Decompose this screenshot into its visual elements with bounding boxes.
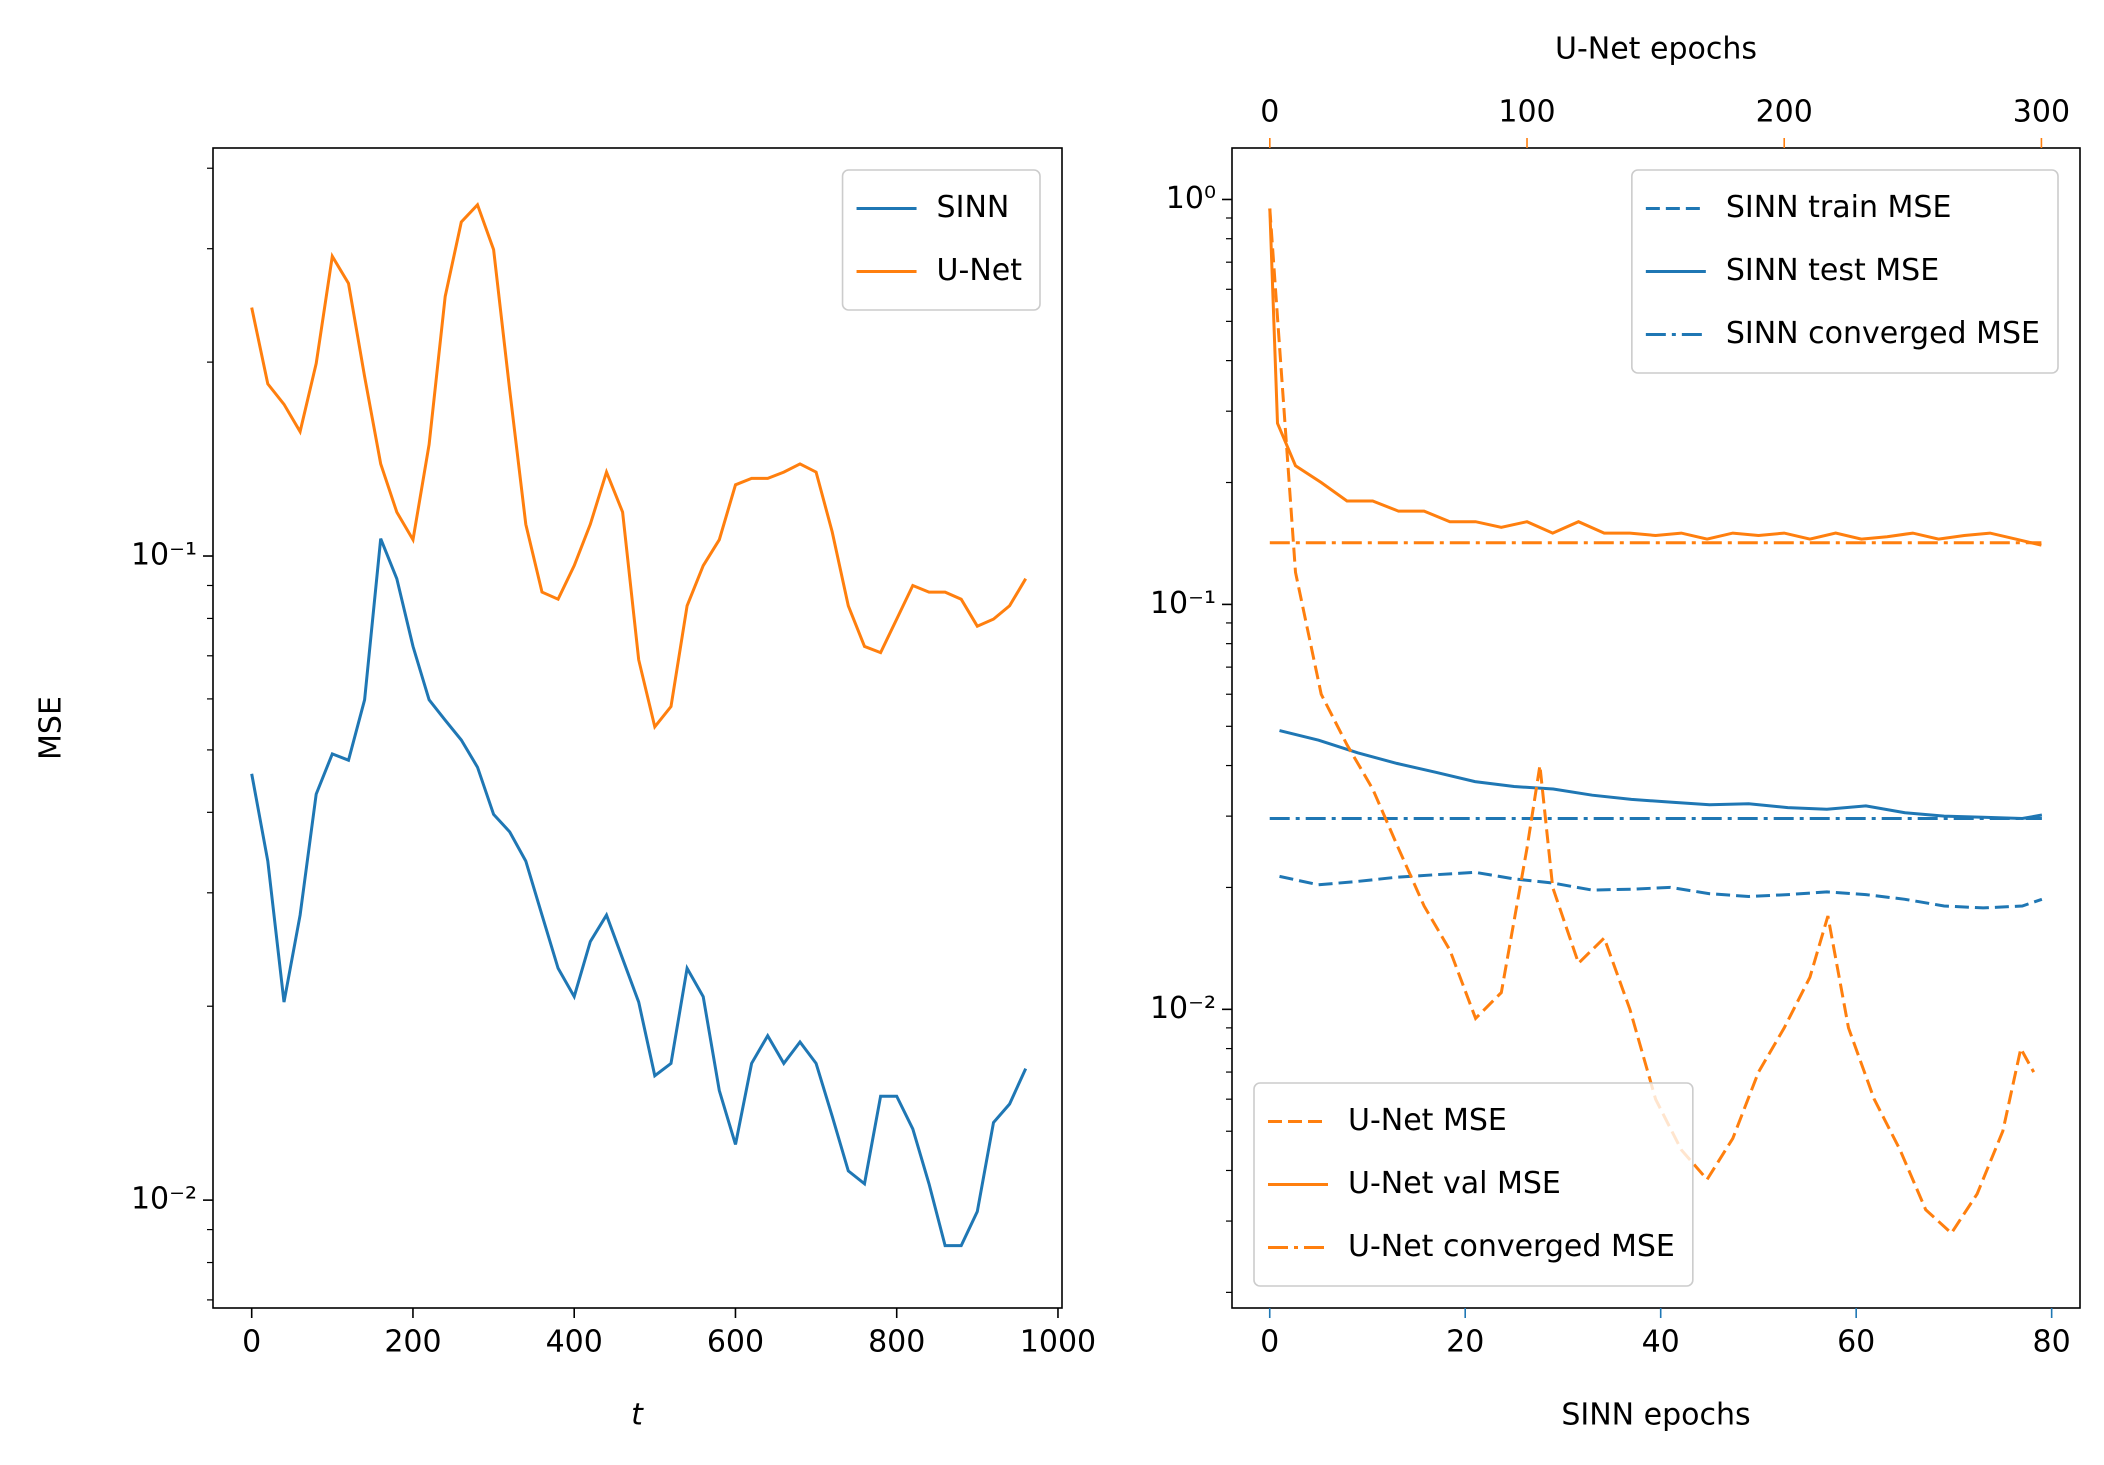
legend-label: SINN train MSE	[1726, 190, 1952, 225]
x-tick-label: 1000	[1020, 1325, 1096, 1360]
top-x-tick-label: 200	[1756, 95, 1813, 130]
legend-label: U-Net	[937, 253, 1023, 288]
series-line	[250, 201, 1027, 731]
x-tick-label: 60	[1837, 1325, 1875, 1360]
x-tick-label: 0	[242, 1325, 261, 1360]
series-line	[1268, 208, 2042, 547]
y-axis-label: MSE	[34, 696, 69, 760]
legend-box	[1631, 169, 2059, 374]
x-tick-label: 0	[1260, 1325, 1279, 1360]
x-axis-label: t	[631, 1398, 644, 1433]
x-tick-label: 400	[546, 1325, 603, 1360]
legend-label: U-Net converged MSE	[1348, 1229, 1675, 1264]
series-line	[1279, 729, 2043, 821]
legend-label: U-Net MSE	[1348, 1103, 1507, 1138]
y-tick-label: 10⁻²	[1150, 991, 1216, 1026]
legend-label: SINN converged MSE	[1726, 316, 2040, 351]
legend-box	[1253, 1082, 1694, 1287]
series-line	[1279, 870, 2043, 910]
legend-label: SINN test MSE	[1726, 253, 1939, 288]
top-x-axis-label: U-Net epochs	[1555, 32, 1757, 67]
top-x-tick-label: 100	[1498, 95, 1555, 130]
top-x-tick-label: 0	[1260, 95, 1279, 130]
y-tick-label: 10⁻²	[131, 1182, 197, 1217]
x-tick-label: 40	[1642, 1325, 1680, 1360]
x-axis-label: SINN epochs	[1561, 1398, 1750, 1433]
top-x-tick-label: 300	[2013, 95, 2070, 130]
left-axes-frame	[212, 147, 1063, 1309]
y-tick-label: 10⁻¹	[131, 538, 197, 573]
x-tick-label: 20	[1446, 1325, 1484, 1360]
right-axes-frame	[1231, 147, 2081, 1309]
x-tick-label: 800	[868, 1325, 925, 1360]
legend-label: U-Net val MSE	[1348, 1166, 1561, 1201]
x-tick-label: 600	[707, 1325, 764, 1360]
legend-label: SINN	[937, 190, 1010, 225]
y-tick-label: 10⁰	[1166, 181, 1216, 216]
series-line	[250, 538, 1028, 1248]
x-tick-label: 200	[384, 1325, 441, 1360]
x-tick-label: 80	[2033, 1325, 2071, 1360]
legend-box	[841, 169, 1041, 311]
y-tick-label: 10⁻¹	[1150, 586, 1216, 621]
